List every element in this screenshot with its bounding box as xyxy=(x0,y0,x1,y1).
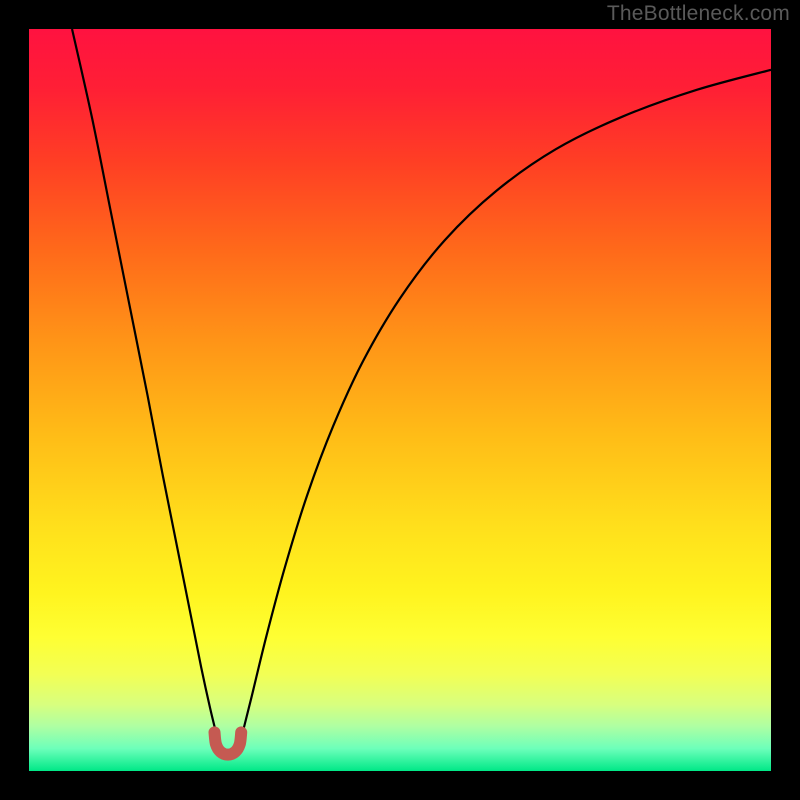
bottleneck-chart xyxy=(0,0,800,800)
plot-background xyxy=(29,29,771,771)
stage: TheBottleneck.com xyxy=(0,0,800,800)
watermark-text: TheBottleneck.com xyxy=(607,2,790,26)
